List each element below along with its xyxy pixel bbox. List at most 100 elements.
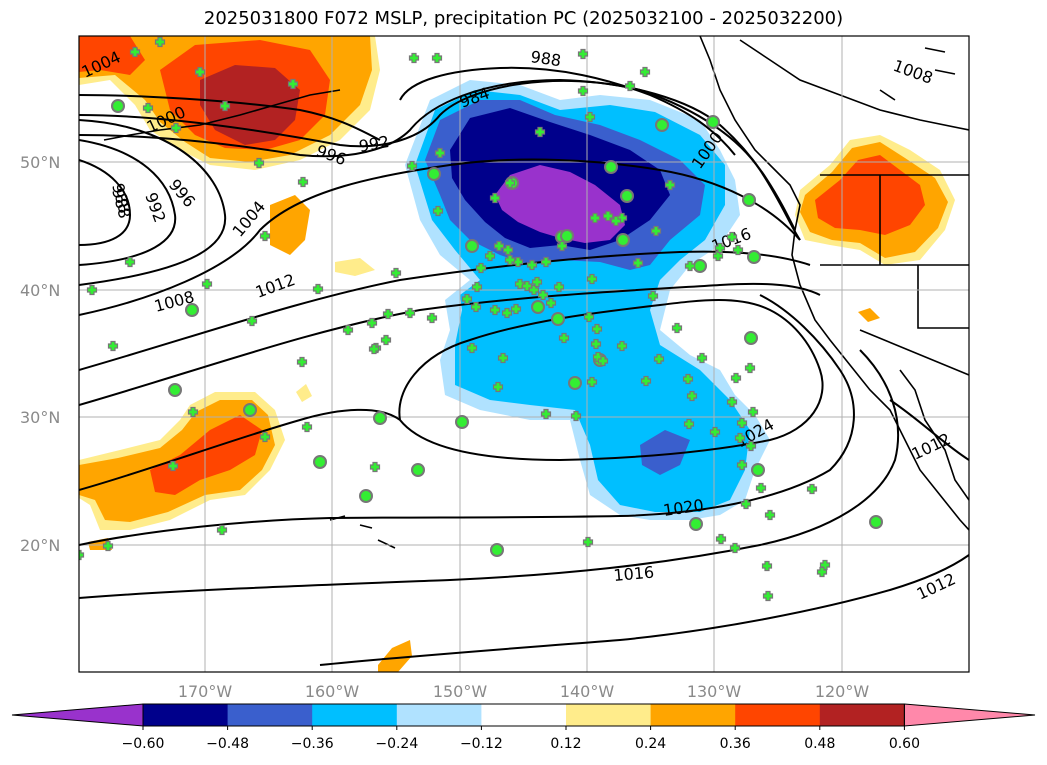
station-plus-marker	[253, 157, 265, 169]
station-circle-marker	[313, 455, 327, 469]
colorbar-extend-max	[903, 703, 1036, 727]
graticule	[79, 36, 969, 672]
lat-label: 40°N	[20, 281, 60, 300]
lon-label: 140°W	[560, 682, 615, 701]
station-plus-marker	[715, 533, 727, 545]
station-plus-marker	[684, 260, 696, 272]
station-plus-marker	[747, 406, 759, 418]
colorbar-tick-label: −0.12	[460, 736, 503, 752]
station-plus-marker	[504, 254, 516, 266]
negative-anomaly-field	[405, 80, 770, 520]
station-plus-marker	[755, 482, 767, 494]
station-plus-marker	[590, 338, 602, 350]
station-plus-marker	[493, 240, 505, 252]
station-plus-marker	[187, 406, 199, 418]
station-circle-marker	[551, 312, 565, 326]
map-frame	[78, 35, 970, 673]
station-plus-marker	[683, 418, 695, 430]
station-circle-marker	[490, 543, 504, 557]
station-circle-marker	[693, 259, 707, 273]
station-plus-marker	[471, 281, 483, 293]
station-circle-marker	[747, 250, 761, 264]
station-plus-marker	[584, 111, 596, 123]
lon-label: 160°W	[305, 682, 360, 701]
station-circle-marker	[568, 376, 582, 390]
station-plus-marker	[732, 244, 744, 256]
station-circle-marker	[655, 118, 669, 132]
station-plus-marker	[745, 440, 757, 452]
station-plus-marker	[194, 66, 206, 78]
longitude-labels: 170°W 160°W 150°W 140°W 130°W 120°W	[178, 682, 870, 701]
station-plus-marker	[461, 293, 473, 305]
station-circle-marker	[869, 515, 883, 529]
station-plus-marker	[382, 308, 394, 320]
isobar-label: 1016	[613, 563, 655, 585]
colorbar-segment	[143, 704, 229, 726]
station-plus-marker	[537, 289, 549, 301]
station-plus-marker	[534, 126, 546, 138]
station-plus-marker	[312, 283, 324, 295]
colorbar-tick-label: −0.60	[122, 736, 165, 752]
station-plus-marker	[201, 278, 213, 290]
station-plus-marker	[287, 78, 299, 90]
station-plus-marker	[369, 461, 381, 473]
station-plus-marker	[582, 536, 594, 548]
station-plus-marker	[470, 301, 482, 313]
colorbar	[11, 703, 1036, 727]
station-plus-marker	[726, 396, 738, 408]
station-circle-marker	[168, 383, 182, 397]
positive-anomaly-fields	[79, 36, 955, 672]
station-circle-marker	[359, 489, 373, 503]
station-plus-marker	[610, 215, 622, 227]
station-circle-marker	[427, 167, 441, 181]
station-plus-marker	[740, 498, 752, 510]
station-circle-marker	[620, 189, 634, 203]
station-plus-marker	[79, 549, 85, 561]
colorbar-segment	[819, 704, 905, 726]
colorbar-tick-label: −0.24	[375, 736, 418, 752]
station-plus-marker	[154, 36, 166, 48]
station-plus-marker	[531, 276, 543, 288]
station-plus-marker	[589, 212, 601, 224]
station-plus-marker	[671, 322, 683, 334]
station-plus-marker	[712, 250, 724, 262]
station-circle-marker	[243, 403, 257, 417]
latitude-labels: 50°N 40°N 30°N 20°N	[20, 153, 60, 555]
station-plus-marker	[366, 317, 378, 329]
station-plus-marker	[696, 352, 708, 364]
station-plus-marker	[489, 192, 501, 204]
colorbar-tick-label: 0.12	[550, 736, 581, 752]
station-plus-marker	[497, 352, 509, 364]
colorbar-tick-label: −0.36	[291, 736, 334, 752]
station-plus-marker	[432, 205, 444, 217]
station-plus-marker	[246, 315, 258, 327]
station-plus-marker	[736, 459, 748, 471]
lon-label: 130°W	[687, 682, 742, 701]
colorbar-tick-label: 0.24	[635, 736, 666, 752]
station-plus-marker	[558, 332, 570, 344]
station-plus-marker	[301, 421, 313, 433]
station-plus-marker	[729, 542, 741, 554]
station-plus-marker	[653, 353, 665, 365]
lat-label: 50°N	[20, 153, 60, 172]
station-plus-marker	[296, 356, 308, 368]
colorbar-tick-label: −0.48	[206, 736, 249, 752]
station-circle-marker	[411, 463, 425, 477]
station-plus-marker	[586, 376, 598, 388]
station-plus-marker	[624, 80, 636, 92]
station-plus-marker	[489, 304, 501, 316]
station-circle-marker	[465, 239, 479, 253]
station-plus-marker	[761, 560, 773, 572]
station-plus-marker	[107, 340, 119, 352]
station-plus-marker	[545, 297, 557, 309]
station-plus-marker	[431, 52, 443, 64]
colorbar-tick-label: 0.36	[720, 736, 751, 752]
station-plus-marker	[556, 240, 568, 252]
colorbar-segment	[481, 704, 567, 726]
station-plus-marker	[528, 284, 540, 296]
station-plus-marker	[526, 259, 538, 271]
station-plus-marker	[709, 426, 721, 438]
station-plus-marker	[632, 257, 644, 269]
station-plus-marker	[219, 100, 231, 112]
